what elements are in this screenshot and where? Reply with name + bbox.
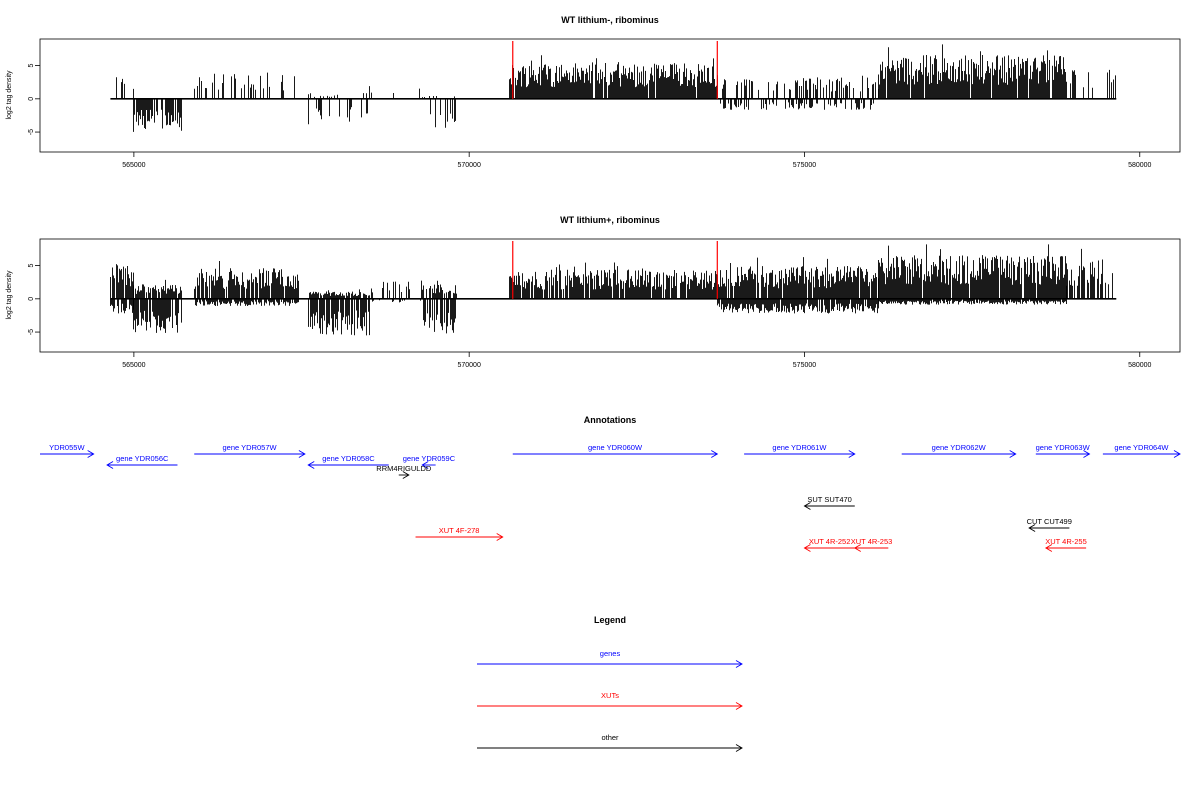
annotations-title: Annotations bbox=[584, 415, 637, 425]
x-tick-label: 565000 bbox=[122, 162, 145, 169]
axes: 565000 570000 575000 580000 -5 0 5 bbox=[28, 64, 1152, 169]
signal-bars bbox=[110, 240, 1117, 336]
y-axis-label: log2 tag density bbox=[6, 70, 13, 120]
feature-gene-ydr056c: gene YDR056C bbox=[106, 454, 178, 469]
legend-title: Legend bbox=[594, 615, 626, 625]
feature-xut-4f-278: XUT 4F-278 bbox=[415, 526, 504, 541]
feature-label: gene YDR061W bbox=[772, 443, 827, 452]
plot-frame bbox=[39, 238, 1181, 353]
y-tick-label: -5 bbox=[28, 129, 35, 135]
legend-arrow-arrowhead bbox=[735, 660, 743, 668]
y-tick-label: 5 bbox=[28, 64, 35, 68]
x-tick-label: 575000 bbox=[793, 162, 816, 169]
feature-label: CUT CUT499 bbox=[1027, 517, 1072, 526]
feature-label: XUT 4R-255 bbox=[1045, 537, 1087, 546]
feature-arrow-arrowhead bbox=[1083, 450, 1091, 458]
x-tick-label: 570000 bbox=[457, 362, 480, 369]
feature-sut-sut470: SUT SUT470 bbox=[803, 495, 855, 510]
feature-label: gene YDR060W bbox=[588, 443, 643, 452]
feature-label: gene YDR058C bbox=[322, 454, 375, 463]
track-panel-lithium-plus: WT lithium+, ribominus log2 tag density … bbox=[6, 215, 1181, 369]
feature-gene-ydr061w: gene YDR061W bbox=[744, 443, 856, 458]
feature-label: gene YDR056C bbox=[116, 454, 169, 463]
feature-arrow-arrowhead bbox=[853, 544, 861, 552]
feature-label: gene YDR057W bbox=[223, 443, 278, 452]
panel-title: WT lithium+, ribominus bbox=[560, 215, 660, 225]
feature-arrow-arrowhead bbox=[402, 471, 410, 479]
plot-frame bbox=[39, 38, 1181, 153]
feature-arrow-arrowhead bbox=[803, 502, 811, 510]
feature-label: gene YDR064W bbox=[1114, 443, 1169, 452]
feature-cut-cut499: CUT CUT499 bbox=[1027, 517, 1072, 532]
y-axis-label: log2 tag density bbox=[6, 270, 13, 320]
feature-gene-ydr059c: gene YDR059C bbox=[403, 454, 456, 469]
feature-label: RRM4RIGULDD bbox=[376, 464, 432, 473]
feature-arrow-arrowhead bbox=[421, 461, 429, 469]
feature-arrow-arrowhead bbox=[87, 450, 95, 458]
feature-gene-ydr063w: gene YDR063W bbox=[1036, 443, 1091, 458]
feature-gene-ydr062w: gene YDR062W bbox=[901, 443, 1017, 458]
feature-label: YDR055W bbox=[49, 443, 85, 452]
x-tick-label: 580000 bbox=[1128, 362, 1151, 369]
track-panel-lithium-minus: WT lithium-, ribominus log2 tag density … bbox=[6, 15, 1181, 169]
feature-arrow-arrowhead bbox=[298, 450, 306, 458]
feature-label: XUT 4R-252 bbox=[809, 537, 851, 546]
feature-arrow-arrowhead bbox=[711, 450, 719, 458]
y-tick-label: 5 bbox=[28, 264, 35, 268]
legend-item-xuts: XUTs bbox=[477, 691, 743, 710]
x-tick-label: 565000 bbox=[122, 362, 145, 369]
axes: 565000 570000 575000 580000 -5 0 5 bbox=[28, 264, 1152, 369]
annotations-track: Annotations YDR055W gene YDR056C gene YDR0… bbox=[40, 415, 1181, 552]
legend: Legend genes XUTs other bbox=[477, 615, 743, 752]
feature-arrow-arrowhead bbox=[1028, 524, 1036, 532]
legend-item-other: other bbox=[477, 733, 743, 752]
x-tick-label: 570000 bbox=[457, 162, 480, 169]
feature-arrow-arrowhead bbox=[848, 450, 856, 458]
feature-arrow-arrowhead bbox=[1044, 544, 1053, 552]
x-tick-label: 575000 bbox=[793, 362, 816, 369]
y-tick-label: 0 bbox=[28, 97, 35, 101]
panel-title: WT lithium-, ribominus bbox=[561, 15, 659, 25]
legend-items: genes XUTs other bbox=[477, 649, 743, 752]
legend-item-genes: genes bbox=[477, 649, 743, 668]
feature-arrow-arrowhead bbox=[1173, 450, 1181, 458]
x-tick-label: 580000 bbox=[1128, 162, 1151, 169]
legend-label: XUTs bbox=[601, 691, 619, 700]
feature-gene-ydr058c: gene YDR058C bbox=[307, 454, 389, 469]
feature-xut-4r-253: XUT 4R-253 bbox=[851, 537, 893, 552]
feature-label: SUT SUT470 bbox=[807, 495, 851, 504]
feature-xut-4r-252: XUT 4R-252 bbox=[803, 537, 855, 552]
legend-label: genes bbox=[600, 649, 621, 658]
y-tick-label: -5 bbox=[28, 329, 35, 335]
feature-rrm4riguldd: RRM4RIGULDD bbox=[376, 464, 432, 479]
feature-ydr055w: YDR055W bbox=[40, 443, 95, 458]
feature-label: XUT 4F-278 bbox=[439, 526, 480, 535]
feature-arrow-arrowhead bbox=[803, 544, 811, 552]
feature-arrow-arrowhead bbox=[496, 533, 504, 541]
feature-arrow-arrowhead bbox=[1009, 450, 1017, 458]
legend-arrow-arrowhead bbox=[735, 702, 743, 710]
feature-arrow-arrowhead bbox=[106, 461, 114, 469]
feature-label: gene YDR063W bbox=[1036, 443, 1091, 452]
feature-list: YDR055W gene YDR056C gene YDR057W gene YDR0… bbox=[40, 443, 1181, 552]
y-tick-label: 0 bbox=[28, 297, 35, 301]
feature-label: gene YDR062W bbox=[932, 443, 987, 452]
feature-gene-ydr060w: gene YDR060W bbox=[512, 443, 719, 458]
signal-bars bbox=[110, 40, 1117, 132]
feature-xut-4r-255: XUT 4R-255 bbox=[1044, 537, 1087, 552]
legend-arrow-arrowhead bbox=[735, 744, 743, 752]
feature-arrow-arrowhead bbox=[307, 461, 315, 469]
feature-label: XUT 4R-253 bbox=[851, 537, 893, 546]
feature-gene-ydr064w: gene YDR064W bbox=[1102, 443, 1181, 458]
legend-label: other bbox=[601, 733, 619, 742]
feature-label: gene YDR059C bbox=[403, 454, 456, 463]
feature-gene-ydr057w: gene YDR057W bbox=[194, 443, 306, 458]
